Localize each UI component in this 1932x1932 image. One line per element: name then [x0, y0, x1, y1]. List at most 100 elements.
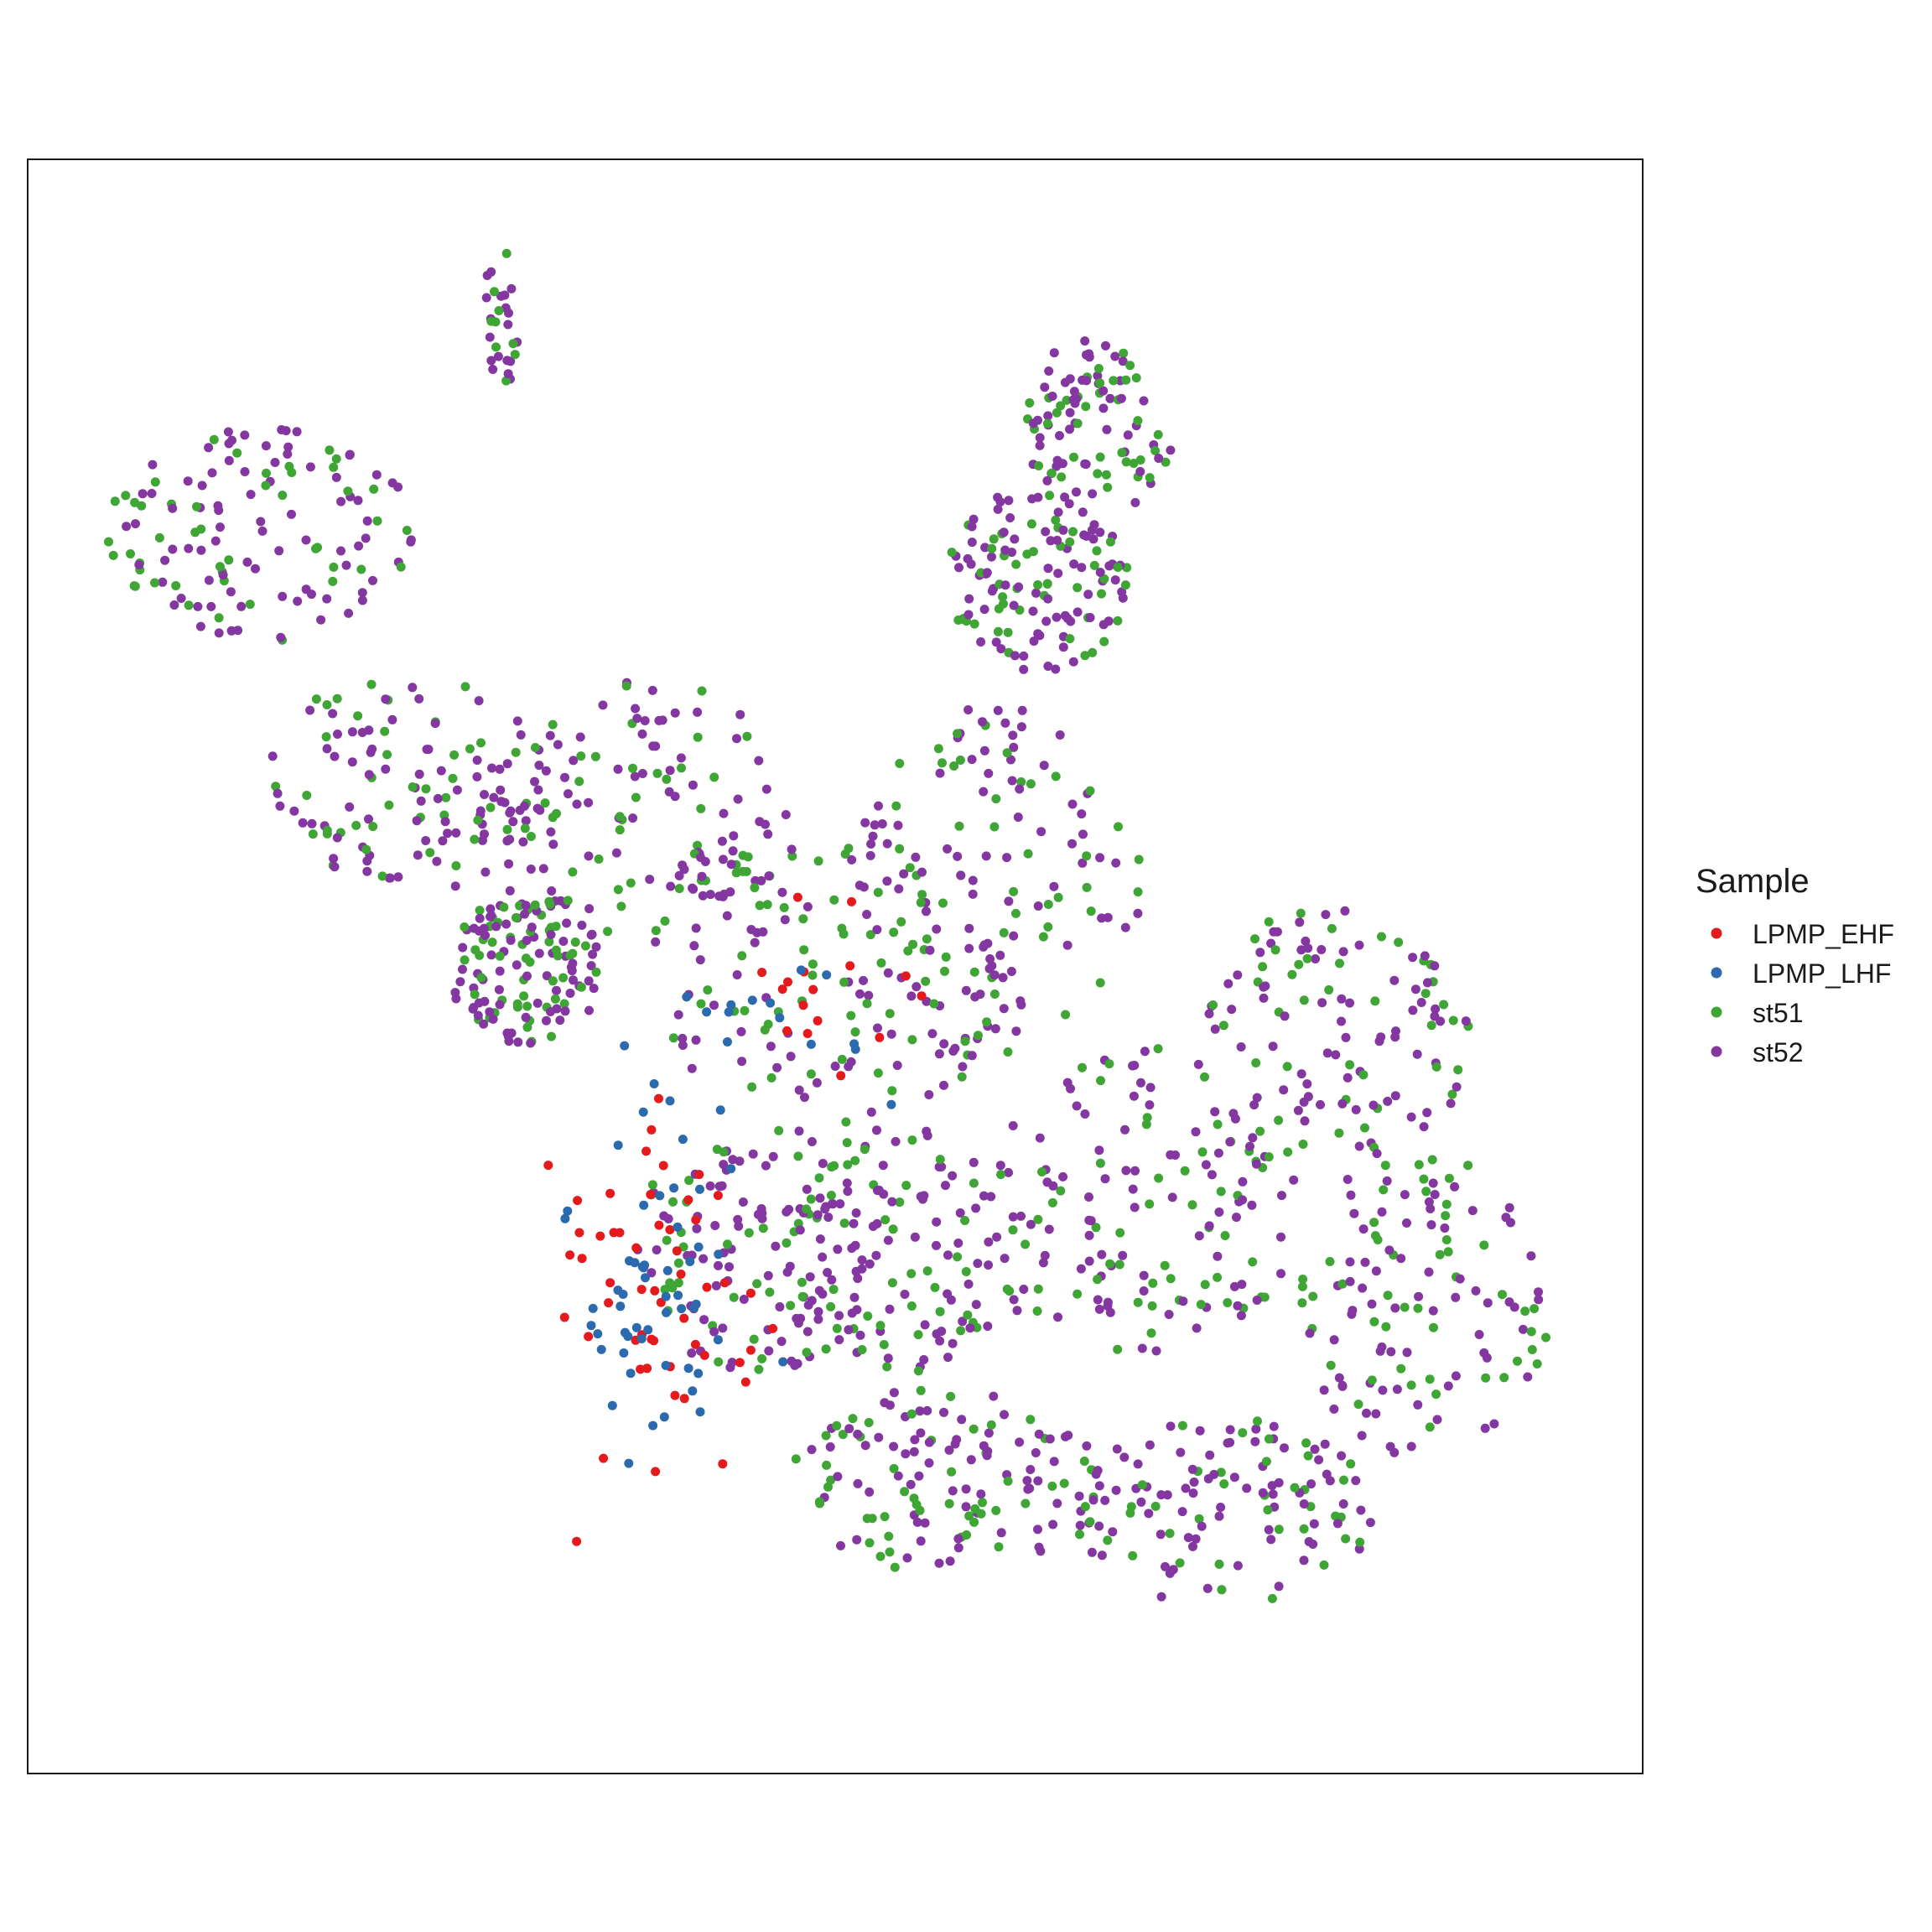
point-st51	[791, 1454, 801, 1464]
point-st52	[474, 696, 484, 706]
point-st51	[287, 468, 297, 477]
point-st51	[1133, 1297, 1143, 1307]
point-st52	[584, 904, 595, 914]
point-st52	[805, 1272, 815, 1282]
point-st52	[1213, 1251, 1223, 1261]
point-st51	[494, 306, 504, 315]
point-st52	[1027, 494, 1037, 504]
point-st52	[1406, 1112, 1416, 1122]
point-st51	[1380, 1161, 1390, 1171]
point-st51	[1290, 1483, 1300, 1493]
point-st52	[764, 871, 774, 881]
point-st52	[440, 817, 450, 827]
point-st52	[717, 1181, 727, 1191]
point-st52	[976, 1489, 986, 1499]
point-st52	[558, 937, 569, 946]
point-st52	[572, 799, 582, 809]
point-st51	[665, 1278, 675, 1288]
point-st52	[710, 1221, 720, 1230]
point-lpmp-ehf	[670, 1390, 680, 1400]
point-st51	[887, 1086, 897, 1096]
legend-label-lpmp-lhf: LPMP_LHF	[1753, 958, 1891, 989]
point-st52	[1214, 1511, 1224, 1521]
point-st51	[613, 885, 623, 895]
point-lpmp-lhf	[713, 1335, 723, 1345]
point-st52	[1015, 1437, 1025, 1447]
point-st52	[737, 1057, 747, 1067]
point-st52	[1483, 1298, 1493, 1308]
legend-key-lpmp-ehf	[1711, 927, 1722, 939]
point-st52	[902, 1553, 912, 1563]
point-st51	[774, 1125, 784, 1135]
point-st52	[1480, 1423, 1490, 1433]
point-st51	[526, 832, 536, 841]
point-st52	[1167, 1192, 1177, 1202]
point-st52	[872, 1125, 881, 1135]
point-st52	[584, 976, 594, 986]
point-lpmp-lhf	[702, 1007, 712, 1017]
point-st51	[674, 884, 684, 894]
point-st51	[964, 1511, 974, 1521]
point-st51	[906, 1301, 917, 1311]
point-st52	[227, 435, 236, 445]
point-st51	[696, 999, 706, 1009]
point-st52	[562, 918, 572, 928]
point-st52	[1111, 1485, 1121, 1495]
point-lpmp-ehf	[836, 1071, 846, 1081]
point-st52	[1110, 575, 1120, 585]
point-st52	[795, 1225, 805, 1235]
point-st51	[343, 486, 353, 496]
point-st51	[1301, 1438, 1311, 1448]
point-st52	[786, 1052, 796, 1062]
point-st52	[1040, 382, 1050, 392]
point-st52	[1081, 460, 1091, 470]
point-st52	[857, 1264, 867, 1274]
point-st52	[586, 930, 596, 940]
point-st52	[1334, 1373, 1344, 1383]
point-st52	[1118, 1250, 1128, 1260]
point-st52	[1133, 1459, 1143, 1469]
point-st51	[1498, 1290, 1507, 1300]
point-lpmp-ehf	[646, 1190, 656, 1199]
point-st52	[860, 1441, 870, 1451]
point-st52	[1384, 1245, 1394, 1255]
point-st52	[1119, 1452, 1130, 1462]
point-st52	[1002, 853, 1012, 863]
point-st51	[1180, 1166, 1190, 1176]
point-st51	[1421, 1187, 1431, 1197]
point-st52	[526, 865, 536, 874]
point-st52	[1188, 1541, 1197, 1551]
point-st52	[900, 1290, 910, 1299]
point-st51	[743, 852, 753, 862]
point-st51	[1299, 1524, 1309, 1534]
point-st51	[1104, 1059, 1114, 1069]
point-st52	[1067, 839, 1077, 849]
point-st51	[591, 967, 601, 977]
point-st52	[1136, 1078, 1145, 1088]
point-st51	[1008, 1225, 1018, 1235]
point-st51	[209, 434, 219, 444]
point-st52	[813, 1314, 823, 1324]
point-lpmp-lhf	[655, 1191, 665, 1201]
point-lpmp-lhf	[724, 1007, 734, 1017]
point-st51	[879, 1340, 889, 1349]
point-st52	[651, 937, 661, 947]
point-st52	[322, 594, 332, 604]
point-st52	[1085, 613, 1095, 622]
point-st52	[1295, 917, 1305, 927]
point-st51	[821, 1431, 831, 1441]
point-st51	[844, 844, 854, 854]
point-st52	[1322, 1048, 1332, 1058]
point-st51	[839, 1218, 849, 1228]
point-st52	[1214, 1208, 1224, 1217]
point-lpmp-lhf	[796, 965, 806, 975]
point-st52	[506, 283, 517, 293]
point-st51	[1414, 1160, 1424, 1170]
point-st52	[1144, 1509, 1154, 1519]
point-st52	[1317, 998, 1327, 1008]
point-st52	[1097, 1249, 1107, 1259]
point-st51	[891, 801, 901, 811]
point-st51	[1194, 1514, 1204, 1524]
point-st51	[1053, 892, 1063, 902]
point-st51	[1213, 1272, 1223, 1282]
